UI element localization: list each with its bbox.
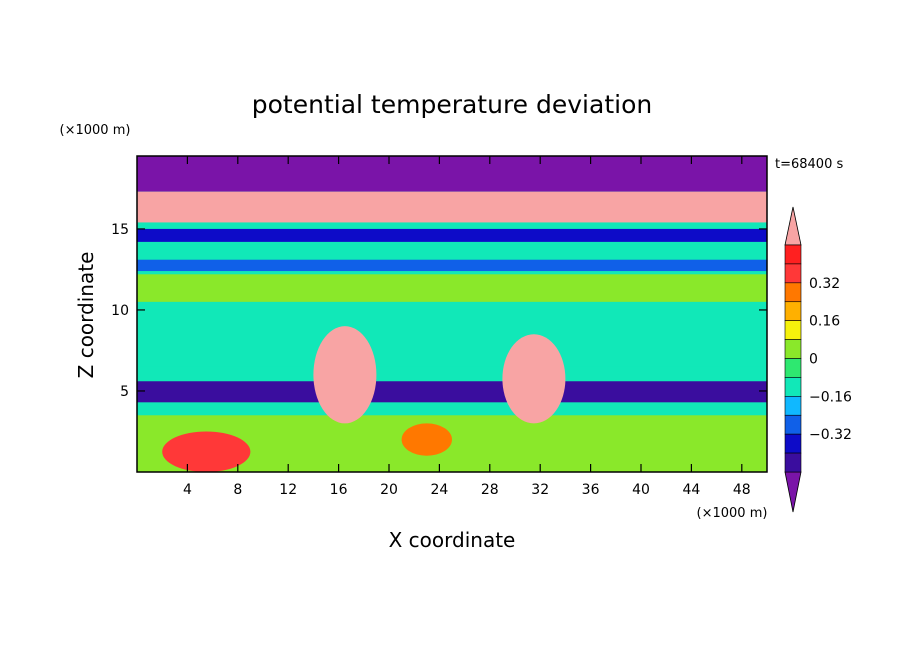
- contour-blob: [313, 326, 377, 424]
- colorbar-tick-label: −0.16: [809, 389, 852, 405]
- colorbar-segment: [784, 339, 802, 359]
- x-tick-label: 24: [430, 482, 448, 498]
- colorbar-tick-label: 0.32: [809, 276, 840, 292]
- colorbar-segment: [784, 301, 802, 321]
- contour-band: [137, 259, 767, 272]
- contour-plot-area: [136, 155, 768, 473]
- x-tick-label: 20: [380, 482, 398, 498]
- colorbar-tick-label: 0.16: [809, 314, 840, 330]
- chart-title: potential temperature deviation: [252, 90, 652, 119]
- colorbar-segment: [784, 396, 802, 416]
- contour-band: [137, 309, 767, 367]
- x-axis-label: X coordinate: [389, 528, 516, 552]
- x-tick-label: 8: [233, 482, 242, 498]
- colorbar-segment: [784, 320, 802, 340]
- x-tick-label: 12: [279, 482, 297, 498]
- contour-band: [137, 228, 767, 242]
- contour-blob: [162, 431, 251, 472]
- plot-frame: [136, 155, 768, 473]
- colorbar-segment: [784, 358, 802, 378]
- x-tick-label: 28: [481, 482, 499, 498]
- colorbar-tick-label: 0: [809, 352, 818, 368]
- colorbar-segment: [784, 452, 802, 473]
- colorbar-segment: [784, 282, 802, 303]
- contour-band: [137, 156, 767, 192]
- colorbar-segment: [784, 263, 802, 284]
- colorbar-tick-label: −0.32: [809, 427, 852, 443]
- colorbar-segment: [784, 414, 802, 435]
- colorbar-segment: [784, 377, 802, 397]
- colorbar-bottom-triangle: [784, 471, 802, 513]
- x-axis-ticks: 4 8 12 16 20 24 28 32 36 40 44 48: [183, 156, 751, 498]
- time-label: t=68400 s: [775, 157, 843, 172]
- colorbar-top-triangle: [784, 206, 802, 246]
- y-axis-ticks: 5 10 15: [111, 222, 767, 400]
- x-tick-label: 48: [733, 482, 751, 498]
- contour-blob: [502, 334, 566, 424]
- x-unit-label: (×1000 m): [697, 506, 768, 521]
- x-tick-label: 44: [682, 482, 700, 498]
- colorbar-segment: [784, 244, 802, 265]
- y-tick-label: 15: [111, 222, 129, 238]
- colorbar-segment: [784, 433, 802, 454]
- x-tick-label: 40: [632, 482, 650, 498]
- x-tick-label: 4: [183, 482, 192, 498]
- x-tick-label: 36: [582, 482, 600, 498]
- contour-band: [137, 274, 767, 302]
- colorbar: 0.32 0.16 0 −0.16 −0.32: [784, 206, 852, 513]
- y-unit-label: (×1000 m): [60, 123, 131, 138]
- y-axis-label: Z coordinate: [74, 252, 98, 379]
- y-tick-label: 10: [111, 303, 129, 319]
- contour-band: [137, 381, 767, 403]
- contour-band: [137, 191, 767, 223]
- contour-blob: [401, 423, 452, 456]
- y-tick-label: 5: [120, 384, 129, 400]
- x-tick-label: 32: [531, 482, 549, 498]
- x-tick-label: 16: [330, 482, 348, 498]
